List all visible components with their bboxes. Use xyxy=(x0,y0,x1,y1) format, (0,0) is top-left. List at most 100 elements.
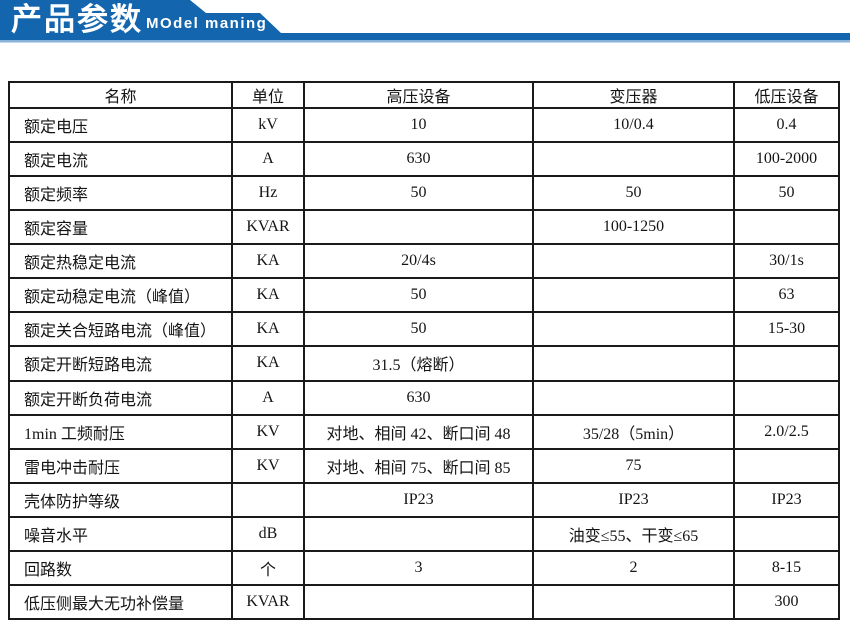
param-value-cell: 油变≤55、干变≤65 xyxy=(532,515,735,552)
param-value-cell: IP23 xyxy=(733,481,840,518)
param-value-cell: 10/0.4 xyxy=(532,106,735,144)
param-name-cell: 额定热稳定电流 xyxy=(8,243,233,280)
param-value-cell xyxy=(532,277,735,314)
param-value-cell: 2.0/2.5 xyxy=(733,413,840,450)
table-row: 额定开断负荷电流 A 630 xyxy=(8,379,840,416)
table-row: 1min 工频耐压 KV 对地、相间 42、断口间 48 35/28（5min） 2.0… xyxy=(8,413,840,450)
table-row: 雷电冲击耐压 KV 对地、相间 75、断口间 85 75 xyxy=(8,447,840,484)
table-row: 额定电压 kV 10 10/0.4 0.4 xyxy=(8,106,840,144)
param-name-cell: 额定容量 xyxy=(8,209,233,246)
param-value-cell xyxy=(303,515,534,552)
column-header: 变压器 xyxy=(532,81,735,109)
param-value-cell: kV xyxy=(231,106,305,144)
column-header: 低压设备 xyxy=(733,81,840,109)
param-value-cell: 对地、相间 42、断口间 48 xyxy=(303,413,534,450)
table-row: 壳体防护等级 IP23 IP23 IP23 xyxy=(8,481,840,518)
param-value-cell: 0.4 xyxy=(733,106,840,144)
param-value-cell xyxy=(733,515,840,552)
param-value-cell xyxy=(532,583,735,621)
param-value-cell: KA xyxy=(231,345,305,382)
param-value-cell: A xyxy=(231,141,305,178)
column-header: 单位 xyxy=(231,81,305,109)
table-row: 额定热稳定电流 KA 20/4s 30/1s xyxy=(8,243,840,280)
param-name-cell: 额定开断负荷电流 xyxy=(8,379,233,416)
table-row: 低压侧最大无功补偿量 KVAR 300 xyxy=(8,583,840,621)
param-value-cell: 35/28（5min） xyxy=(532,413,735,450)
param-value-cell xyxy=(532,243,735,280)
param-value-cell: 30/1s xyxy=(733,243,840,280)
param-name-cell: 1min 工频耐压 xyxy=(8,413,233,450)
param-value-cell: dB xyxy=(231,515,305,552)
page-subtitle: MOdel maning xyxy=(146,15,268,32)
param-value-cell: 31.5（熔断） xyxy=(303,345,534,382)
param-value-cell xyxy=(532,311,735,348)
param-value-cell: 10 xyxy=(303,106,534,144)
param-value-cell: 2 xyxy=(532,549,735,586)
table-row: 噪音水平 dB 油变≤55、干变≤65 xyxy=(8,515,840,552)
param-value-cell xyxy=(733,345,840,382)
banner-polygon xyxy=(0,0,850,40)
param-value-cell: 75 xyxy=(532,447,735,484)
param-value-cell: A xyxy=(231,379,305,416)
param-value-cell: KA xyxy=(231,277,305,314)
param-value-cell: KV xyxy=(231,447,305,484)
param-name-cell: 回路数 xyxy=(8,549,233,586)
table-row: 额定电流 A 630 100-2000 xyxy=(8,141,840,178)
param-value-cell: 630 xyxy=(303,379,534,416)
param-name-cell: 低压侧最大无功补偿量 xyxy=(8,583,233,621)
table-row: 额定容量 KVAR 100-1250 xyxy=(8,209,840,246)
banner-shape xyxy=(0,0,850,43)
column-header: 名称 xyxy=(8,81,233,109)
param-value-cell: 15-30 xyxy=(733,311,840,348)
param-value-cell: 50 xyxy=(303,311,534,348)
param-value-cell: 300 xyxy=(733,583,840,621)
section-banner: 产品参数 MOdel maning xyxy=(0,0,850,44)
param-value-cell: 50 xyxy=(532,175,735,212)
param-value-cell: 50 xyxy=(733,175,840,212)
table-row: 回路数个 3 2 8-15 xyxy=(8,549,840,586)
param-value-cell xyxy=(532,379,735,416)
param-name-cell: 额定关合短路电流（峰值） xyxy=(8,311,233,348)
param-value-cell: 630 xyxy=(303,141,534,178)
param-value-cell: 63 xyxy=(733,277,840,314)
param-value-cell: 对地、相间 75、断口间 85 xyxy=(303,447,534,484)
param-value-cell xyxy=(303,583,534,621)
param-value-cell xyxy=(733,447,840,484)
param-value-cell: KVAR xyxy=(231,583,305,621)
column-header: 高压设备 xyxy=(303,81,534,109)
param-value-cell xyxy=(532,345,735,382)
param-value-cell: 100-1250 xyxy=(532,209,735,246)
param-value-cell xyxy=(532,141,735,178)
table-row: 额定开断短路电流 KA 31.5（熔断） xyxy=(8,345,840,382)
param-value-cell: IP23 xyxy=(532,481,735,518)
table-row: 额定关合短路电流（峰值） KA 50 15-30 xyxy=(8,311,840,348)
param-name-cell: 额定频率 xyxy=(8,175,233,212)
param-value-cell: 50 xyxy=(303,277,534,314)
page-title: 产品参数 xyxy=(11,2,143,37)
table-row: 额定频率 Hz 50 50 50 xyxy=(8,175,840,212)
banner-underline xyxy=(0,40,850,43)
param-value-cell: KV xyxy=(231,413,305,450)
param-value-cell: 100-2000 xyxy=(733,141,840,178)
param-value-cell: KA xyxy=(231,311,305,348)
param-name-cell: 噪音水平 xyxy=(8,515,233,552)
param-value-cell: Hz xyxy=(231,175,305,212)
param-value-cell: KA xyxy=(231,243,305,280)
table-row: 额定动稳定电流（峰值） KA 50 63 xyxy=(8,277,840,314)
param-value-cell: IP23 xyxy=(303,481,534,518)
param-name-cell: 壳体防护等级 xyxy=(8,481,233,518)
param-name-cell: 额定动稳定电流（峰值） xyxy=(8,277,233,314)
params-table: 名称 单位 高压设备 变压器 低压设备 额定电压 kV 10 10/0.4 0.4 额定电流 A 63… xyxy=(8,81,840,621)
table-header-row: 名称 单位 高压设备 变压器 低压设备 xyxy=(8,81,840,109)
param-value-cell xyxy=(231,481,305,518)
param-value-cell: 3 xyxy=(303,549,534,586)
param-value-cell xyxy=(733,379,840,416)
table-body: 额定电压 kV 10 10/0.4 0.4 额定电流 A 630 100-2000 额定频率 Hz 5… xyxy=(8,106,840,621)
param-value-cell: 8-15 xyxy=(733,549,840,586)
param-name-cell: 额定电流 xyxy=(8,141,233,178)
param-value-cell: KVAR xyxy=(231,209,305,246)
param-value-cell: 50 xyxy=(303,175,534,212)
param-name-cell: 额定电压 xyxy=(8,106,233,144)
param-value-cell xyxy=(733,209,840,246)
